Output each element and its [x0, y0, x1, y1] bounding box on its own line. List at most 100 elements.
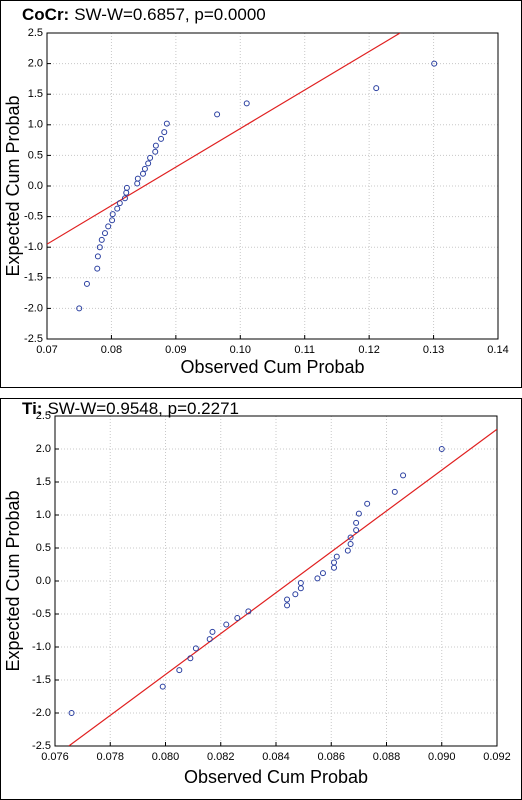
y-tick-label: -1.0 — [24, 241, 43, 253]
x-tick-label: 0.14 — [487, 344, 508, 356]
chart-title: Ti: SW-W=0.9548, p=0.2271 — [22, 399, 239, 418]
y-tick-label: 1.5 — [36, 476, 51, 488]
point — [152, 142, 159, 149]
y-tick-label: 0.0 — [28, 180, 43, 192]
title-stats: SW-W=0.9548, p=0.2271 — [47, 399, 239, 418]
point — [292, 591, 299, 598]
point — [353, 527, 360, 534]
point — [109, 211, 116, 218]
title-bold: CoCr: — [22, 5, 69, 24]
point — [431, 60, 438, 67]
point — [158, 135, 165, 142]
point — [147, 154, 154, 161]
x-tick-label: 0.078 — [96, 751, 124, 763]
y-tick-label: -1.5 — [32, 674, 51, 686]
x-tick-label: 0.076 — [41, 751, 69, 763]
point — [176, 667, 183, 674]
point — [314, 575, 321, 582]
x-tick-label: 0.13 — [423, 344, 444, 356]
plot-frame — [54, 415, 498, 747]
point — [353, 519, 360, 526]
x-tick-label: 0.10 — [230, 344, 251, 356]
y-tick-label: -1.5 — [24, 272, 43, 284]
point — [438, 446, 445, 452]
point — [355, 510, 362, 517]
point — [94, 253, 101, 260]
point — [364, 500, 371, 507]
y-tick-label: 0.0 — [36, 575, 51, 587]
plot-frame — [46, 32, 499, 340]
x-axis-title: Observed Cum Probab — [184, 767, 368, 787]
point — [139, 170, 146, 177]
y-tick-label: -2.0 — [24, 302, 43, 314]
point — [145, 160, 152, 167]
x-tick-label: 0.12 — [358, 344, 379, 356]
point — [400, 472, 407, 479]
point — [347, 541, 354, 548]
y-tick-label: 1.0 — [36, 509, 51, 521]
y-tick-label: 0.5 — [28, 149, 43, 161]
point — [161, 129, 168, 136]
point — [116, 200, 123, 207]
y-tick-label: 2.0 — [28, 58, 43, 70]
point — [96, 244, 103, 251]
point — [391, 488, 398, 495]
point — [76, 305, 83, 312]
point — [319, 570, 326, 577]
point — [134, 175, 141, 182]
point — [163, 120, 170, 127]
title-stats: SW-W=0.6857, p=0.0000 — [74, 5, 266, 24]
point — [152, 148, 159, 155]
y-axis-title: Expected Cum Probab — [3, 95, 23, 276]
point — [297, 585, 304, 592]
x-tick-label: 0.08 — [101, 344, 122, 356]
reference-line — [47, 33, 401, 245]
point — [83, 280, 90, 287]
point — [243, 100, 250, 107]
point — [187, 655, 194, 662]
point — [331, 564, 338, 571]
x-tick-label: 0.086 — [317, 751, 345, 763]
y-tick-label: -2.5 — [32, 740, 51, 752]
x-axis-title: Observed Cum Probab — [180, 357, 364, 377]
point — [123, 184, 130, 191]
x-tick-label: 0.090 — [428, 751, 456, 763]
x-tick-label: 0.11 — [294, 344, 315, 356]
point — [206, 636, 213, 643]
point — [159, 683, 166, 690]
title-bold: Ti: — [22, 399, 42, 418]
point — [192, 645, 199, 652]
point — [331, 559, 338, 566]
point — [234, 614, 241, 621]
point — [123, 189, 130, 196]
point — [141, 165, 148, 172]
x-tick-label: 0.07 — [36, 344, 57, 356]
point — [209, 628, 216, 635]
y-tick-label: 2.5 — [36, 410, 51, 422]
point — [109, 217, 116, 224]
point — [134, 180, 141, 187]
point — [94, 265, 101, 272]
y-tick-label: -0.5 — [32, 608, 51, 620]
point — [333, 553, 340, 560]
x-tick-label: 0.09 — [165, 344, 186, 356]
point — [347, 534, 354, 541]
chart-title: CoCr: SW-W=0.6857, p=0.0000 — [22, 5, 266, 24]
point — [101, 230, 108, 237]
y-tick-label: 1.5 — [28, 88, 43, 100]
point — [214, 111, 221, 118]
x-tick-label: 0.092 — [483, 751, 511, 763]
point — [68, 710, 75, 716]
point — [114, 205, 121, 212]
x-tick-label: 0.080 — [152, 751, 180, 763]
y-axis-title: Expected Cum Probab — [3, 490, 23, 671]
y-tick-label: -0.5 — [24, 211, 43, 223]
point — [98, 236, 105, 243]
x-tick-label: 0.082 — [207, 751, 235, 763]
y-tick-label: -2.0 — [32, 707, 51, 719]
point — [284, 602, 291, 609]
y-tick-label: 2.5 — [28, 27, 43, 39]
y-tick-label: 2.0 — [36, 443, 51, 455]
